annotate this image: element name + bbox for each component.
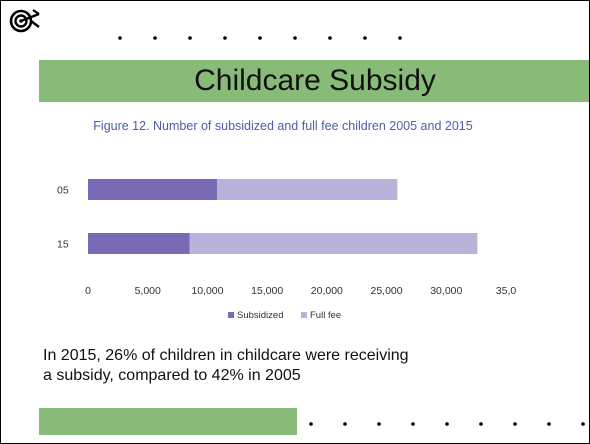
bar-full-fee-15	[189, 233, 478, 254]
footer-band	[39, 408, 297, 435]
legend-swatch-subsidized	[228, 312, 234, 318]
category-label-15: 15	[57, 239, 69, 251]
x-tick-label: 30,000	[430, 285, 462, 297]
x-tick-label: 15,000	[251, 285, 283, 297]
x-tick-label: 0	[85, 285, 91, 297]
legend-label-subsidized: Subsidized	[237, 310, 283, 321]
stacked-bar-chart: Figure 12. Number of subsidized and full…	[57, 119, 517, 321]
target-arrow-icon	[9, 9, 40, 33]
title-band	[39, 60, 589, 102]
caption-line-1: In 2015, 26% of children in childcare we…	[43, 347, 409, 364]
chart-title: Figure 12. Number of subsidized and full…	[93, 119, 472, 133]
category-label-05: 05	[57, 185, 69, 197]
caption-line-2: a subsidy, compared to 42% in 2005	[43, 367, 301, 384]
legend-swatch-full-fee	[301, 312, 307, 318]
slide-title: Childcare Subsidy	[194, 64, 436, 97]
x-tick-label: 20,000	[311, 285, 343, 297]
x-tick-label: 25,000	[371, 285, 403, 297]
x-tick-label: 35,0	[496, 285, 517, 297]
bar-subsidized-15	[88, 233, 190, 254]
x-tick-label: 5,000	[135, 285, 161, 297]
decorative-dots-top	[118, 36, 402, 40]
bar-subsidized-05	[88, 179, 217, 200]
decorative-dots-bottom	[309, 422, 585, 426]
caption: In 2015, 26% of children in childcare we…	[43, 346, 563, 386]
bar-full-fee-05	[216, 179, 398, 200]
legend-label-full-fee: Full fee	[310, 310, 341, 321]
x-tick-label: 10,000	[191, 285, 223, 297]
